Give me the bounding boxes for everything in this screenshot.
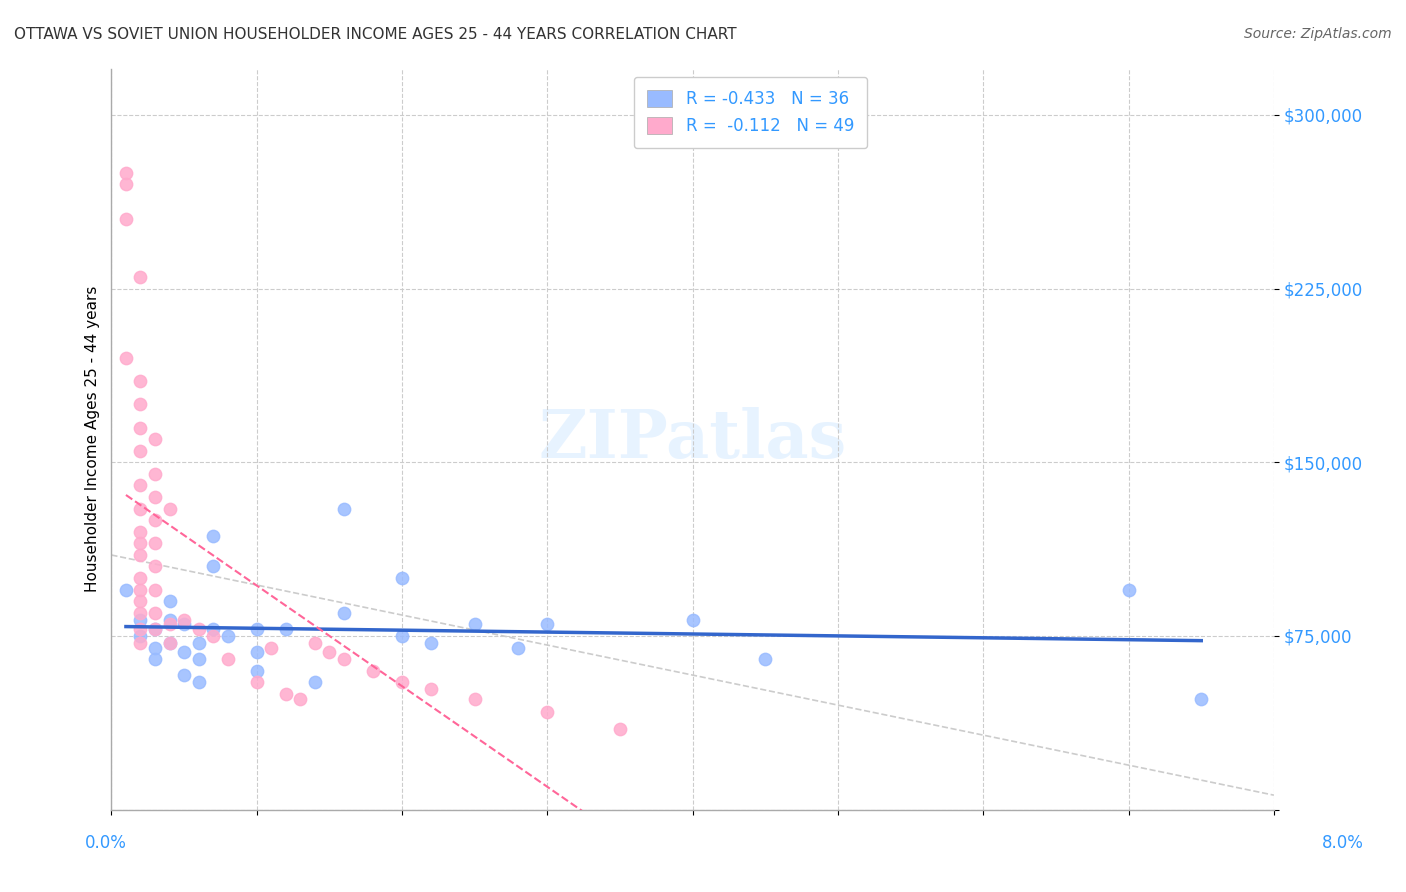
Point <box>464 617 486 632</box>
Point <box>304 636 326 650</box>
Point <box>143 467 166 481</box>
Point <box>173 613 195 627</box>
Point <box>115 178 138 192</box>
Point <box>159 594 181 608</box>
Point <box>143 490 166 504</box>
Point <box>115 166 138 180</box>
Point <box>115 212 138 227</box>
Point <box>318 645 340 659</box>
Point <box>391 675 413 690</box>
Point <box>129 571 152 585</box>
Point <box>173 617 195 632</box>
Point <box>246 664 269 678</box>
Point <box>246 622 269 636</box>
Point <box>129 629 152 643</box>
Point <box>129 420 152 434</box>
Point <box>143 582 166 597</box>
Point <box>129 443 152 458</box>
Point <box>1189 691 1212 706</box>
Point <box>129 548 152 562</box>
Point <box>115 351 138 365</box>
Point <box>129 622 152 636</box>
Point <box>187 675 209 690</box>
Point <box>391 571 413 585</box>
Point <box>143 640 166 655</box>
Point <box>333 652 356 666</box>
Point <box>536 617 558 632</box>
Point <box>129 270 152 285</box>
Point <box>682 613 704 627</box>
Point <box>143 513 166 527</box>
Legend: R = -0.433   N = 36, R =  -0.112   N = 49: R = -0.433 N = 36, R = -0.112 N = 49 <box>634 77 868 148</box>
Point <box>143 559 166 574</box>
Point <box>159 613 181 627</box>
Text: ZIPatlas: ZIPatlas <box>538 407 846 472</box>
Point <box>260 640 283 655</box>
Point <box>202 629 225 643</box>
Point <box>143 622 166 636</box>
Point <box>129 374 152 388</box>
Point <box>187 636 209 650</box>
Point <box>143 652 166 666</box>
Text: Source: ZipAtlas.com: Source: ZipAtlas.com <box>1244 27 1392 41</box>
Point <box>536 706 558 720</box>
Point <box>159 636 181 650</box>
Point <box>333 606 356 620</box>
Point <box>274 687 297 701</box>
Point <box>304 675 326 690</box>
Point <box>217 629 239 643</box>
Point <box>143 606 166 620</box>
Point <box>129 594 152 608</box>
Point <box>129 524 152 539</box>
Point <box>391 629 413 643</box>
Point <box>202 529 225 543</box>
Point <box>143 432 166 446</box>
Point <box>129 582 152 597</box>
Text: OTTAWA VS SOVIET UNION HOUSEHOLDER INCOME AGES 25 - 44 YEARS CORRELATION CHART: OTTAWA VS SOVIET UNION HOUSEHOLDER INCOM… <box>14 27 737 42</box>
Point <box>754 652 776 666</box>
Text: 8.0%: 8.0% <box>1322 834 1364 852</box>
Point <box>173 645 195 659</box>
Point <box>129 536 152 550</box>
Point <box>609 722 631 736</box>
Point <box>187 622 209 636</box>
Point <box>143 622 166 636</box>
Point <box>187 652 209 666</box>
Point <box>129 606 152 620</box>
Point <box>217 652 239 666</box>
Point <box>129 397 152 411</box>
Point <box>246 645 269 659</box>
Point <box>143 536 166 550</box>
Point <box>1118 582 1140 597</box>
Point <box>129 636 152 650</box>
Point <box>290 691 312 706</box>
Y-axis label: Householder Income Ages 25 - 44 years: Householder Income Ages 25 - 44 years <box>86 286 100 592</box>
Point <box>420 636 443 650</box>
Point <box>202 559 225 574</box>
Point <box>159 636 181 650</box>
Point <box>420 682 443 697</box>
Point <box>361 664 384 678</box>
Point <box>274 622 297 636</box>
Point <box>246 675 269 690</box>
Point <box>173 668 195 682</box>
Point <box>464 691 486 706</box>
Point <box>129 501 152 516</box>
Point <box>129 478 152 492</box>
Point <box>333 501 356 516</box>
Point <box>202 622 225 636</box>
Point <box>115 582 138 597</box>
Point <box>159 617 181 632</box>
Point <box>129 613 152 627</box>
Text: 0.0%: 0.0% <box>84 834 127 852</box>
Point <box>508 640 530 655</box>
Point <box>159 501 181 516</box>
